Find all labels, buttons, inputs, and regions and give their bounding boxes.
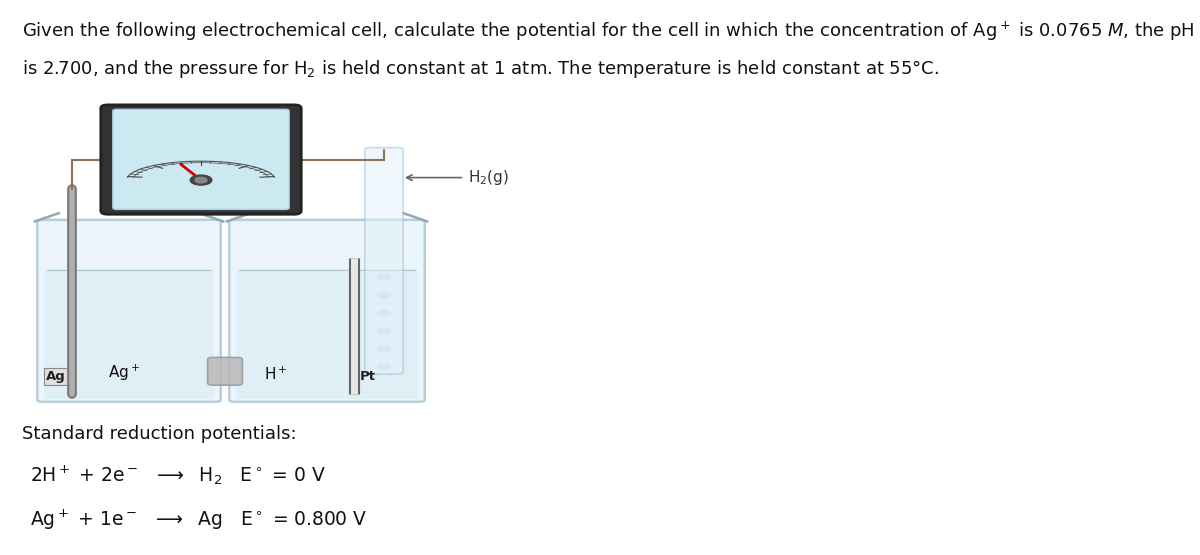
- FancyBboxPatch shape: [208, 357, 242, 385]
- Circle shape: [378, 364, 390, 369]
- Circle shape: [378, 310, 390, 316]
- Text: is 2.700, and the pressure for H$_2$ is held constant at 1 atm. The temperature : is 2.700, and the pressure for H$_2$ is …: [22, 58, 938, 80]
- FancyBboxPatch shape: [37, 220, 221, 402]
- FancyBboxPatch shape: [113, 109, 289, 209]
- FancyBboxPatch shape: [44, 269, 214, 399]
- Text: Ag: Ag: [46, 370, 65, 383]
- Circle shape: [378, 346, 390, 351]
- FancyBboxPatch shape: [236, 269, 418, 399]
- Text: Pt: Pt: [360, 370, 376, 383]
- Text: H$^+$: H$^+$: [264, 366, 288, 383]
- FancyBboxPatch shape: [229, 220, 425, 402]
- Text: H$_2$(g): H$_2$(g): [468, 168, 509, 187]
- Circle shape: [378, 275, 390, 280]
- Circle shape: [194, 178, 208, 183]
- Text: Ag$^+$ + 1e$^-$  $\longrightarrow$  Ag   E$^\circ$ = 0.800 V: Ag$^+$ + 1e$^-$ $\longrightarrow$ Ag E$^…: [30, 508, 367, 532]
- Text: Given the following electrochemical cell, calculate the potential for the cell i: Given the following electrochemical cell…: [22, 19, 1200, 43]
- Circle shape: [378, 328, 390, 334]
- Circle shape: [190, 175, 211, 185]
- Text: Standard reduction potentials:: Standard reduction potentials:: [22, 425, 296, 442]
- FancyBboxPatch shape: [365, 148, 403, 374]
- FancyBboxPatch shape: [101, 105, 301, 214]
- Text: 2H$^+$ + 2e$^-$  $\longrightarrow$  H$_2$   E$^\circ$ = 0 V: 2H$^+$ + 2e$^-$ $\longrightarrow$ H$_2$ …: [30, 463, 326, 487]
- Text: Ag$^+$: Ag$^+$: [108, 362, 140, 383]
- Circle shape: [378, 292, 390, 298]
